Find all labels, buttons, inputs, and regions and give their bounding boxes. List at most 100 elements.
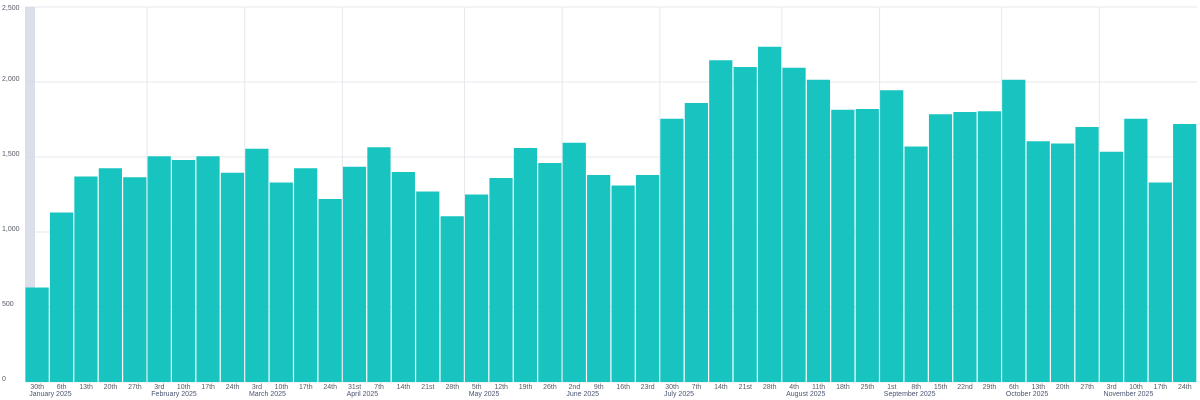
x-tick-label: 27th [1080,384,1094,391]
x-tick-label: 14th [397,384,411,391]
x-tick-label: 17th [201,384,215,391]
month-label: November 2025 [1104,391,1154,398]
y-tick-label: 1,500 [2,151,20,158]
x-tick-label: 3rd [154,384,164,391]
month-label: January 2025 [29,391,72,398]
month-label: May 2025 [469,391,500,398]
x-tick-label: 23rd [641,384,655,391]
bar [977,111,1001,382]
x-tick-label: 24th [226,384,240,391]
x-tick-label: 13th [1031,384,1045,391]
bar [1173,124,1197,382]
x-tick-label: 17th [299,384,313,391]
x-tick-label: 20th [104,384,118,391]
x-tick-label: 8th [911,384,921,391]
bar [318,199,342,382]
bar [98,168,122,382]
x-tick-label: 5th [472,384,482,391]
x-tick-label: 16th [616,384,630,391]
x-tick-label: 21st [421,384,434,391]
x-tick-label: 1st [887,384,896,391]
x-tick-label: 30th [665,384,679,391]
bar [391,172,415,382]
x-tick-label: 31st [348,384,361,391]
bars-layer [25,46,1197,382]
bar [147,156,171,382]
x-tick-label: 20th [1056,384,1070,391]
bar [709,60,733,382]
bar [25,287,49,382]
month-label: July 2025 [664,391,694,398]
bar [342,166,367,382]
bar [684,103,708,382]
bar [855,109,879,382]
highlight-layer [25,7,35,382]
bar [806,79,831,382]
bar [1002,79,1026,382]
bar [196,156,220,382]
x-tick-label: 19th [519,384,533,391]
bar [440,216,464,382]
bar [416,191,440,382]
x-axis-month-labels: January 2025 February 2025 March 2025 April… [29,391,1153,398]
x-tick-label: 28th [445,384,459,391]
bar [635,175,660,382]
month-label: September 2025 [884,391,936,398]
x-tick-label: 7th [374,384,384,391]
x-tick-label: 24th [1178,384,1192,391]
x-tick-label: 13th [79,384,93,391]
x-tick-label: 27th [128,384,142,391]
x-tick-label: 18th [836,384,850,391]
bar [733,67,757,382]
y-tick-label: 0 [2,376,6,383]
bar [245,148,269,382]
x-tick-label: 15th [934,384,948,391]
x-tick-label: 3rd [1106,384,1116,391]
x-tick-label: 6th [57,384,67,391]
x-tick-label: 14th [714,384,728,391]
bar [587,175,611,382]
y-axis-labels: 0 500 1,000 1,500 2,000 2,500 [2,5,20,383]
y-tick-label: 500 [2,301,14,308]
grid-layer [25,6,1197,383]
x-tick-label: 6th [1009,384,1019,391]
bar [220,172,245,382]
bar [1099,151,1124,382]
bar [172,160,196,382]
x-tick-label: 10th [1129,384,1143,391]
x-tick-label: 29th [983,384,997,391]
bar [465,194,489,382]
month-label: February 2025 [151,391,197,398]
month-label: October 2025 [1006,391,1049,398]
bar [123,177,147,382]
bar [49,212,74,382]
bar [831,109,855,382]
bar [367,147,391,382]
bar [294,168,318,382]
x-tick-label: 28th [763,384,777,391]
bar [562,142,586,382]
bar [74,176,98,382]
bar [904,146,928,382]
x-tick-label: 4th [789,384,799,391]
x-tick-label: 30th [30,384,44,391]
bar [953,112,977,382]
x-tick-label: 10th [177,384,191,391]
bar [1124,118,1148,382]
bar [611,185,635,382]
bar [269,182,293,382]
bar [1026,141,1050,382]
month-label: April 2025 [347,391,379,398]
x-axis-labels: 30th 6th 13th 20th 27th 3rd 10th 17th 24th 3rd 10t… [30,384,1191,391]
x-tick-label: 12th [494,384,508,391]
x-tick-label: 9th [594,384,604,391]
x-tick-label: 3rd [252,384,262,391]
bar [782,67,806,382]
x-tick-label: 22nd [957,384,973,391]
bar [513,148,538,382]
x-tick-label: 21st [739,384,752,391]
highlight-band [25,7,35,382]
bar [880,90,904,382]
